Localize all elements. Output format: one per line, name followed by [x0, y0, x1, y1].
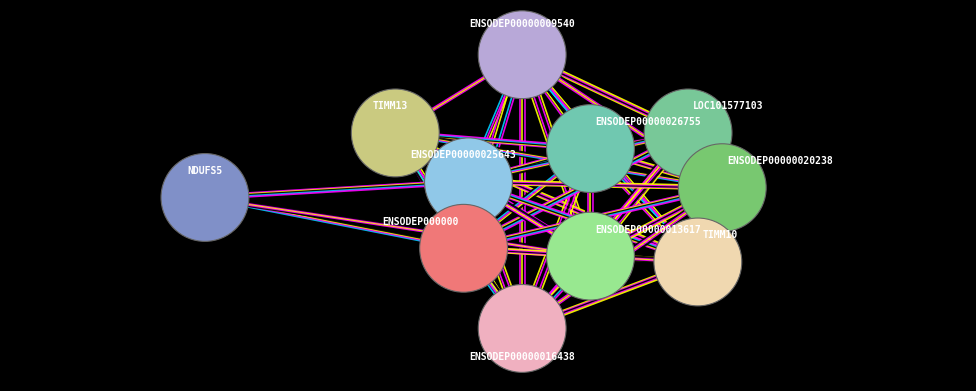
Ellipse shape [478, 11, 566, 99]
Ellipse shape [654, 218, 742, 306]
Text: LOC101577103: LOC101577103 [693, 101, 763, 111]
Text: ENSODEP000000: ENSODEP000000 [383, 217, 459, 227]
Ellipse shape [425, 138, 512, 226]
Text: ENSODEP00000026755: ENSODEP00000026755 [595, 117, 701, 127]
Ellipse shape [478, 285, 566, 372]
Ellipse shape [351, 89, 439, 177]
Text: TIMM13: TIMM13 [373, 101, 408, 111]
Text: TIMM10: TIMM10 [703, 230, 738, 240]
Text: ENSODEP00000020238: ENSODEP00000020238 [727, 156, 833, 166]
Text: ENSODEP00000009540: ENSODEP00000009540 [469, 19, 575, 29]
Ellipse shape [161, 154, 249, 241]
Ellipse shape [420, 204, 508, 292]
Text: NDUFS5: NDUFS5 [187, 166, 223, 176]
Text: ENSODEP00000016438: ENSODEP00000016438 [469, 352, 575, 362]
Ellipse shape [547, 212, 634, 300]
Ellipse shape [547, 105, 634, 192]
Text: ENSODEP00000013617: ENSODEP00000013617 [595, 224, 701, 235]
Text: ENSODEP00000025643: ENSODEP00000025643 [411, 150, 516, 160]
Ellipse shape [678, 144, 766, 231]
Ellipse shape [644, 89, 732, 177]
